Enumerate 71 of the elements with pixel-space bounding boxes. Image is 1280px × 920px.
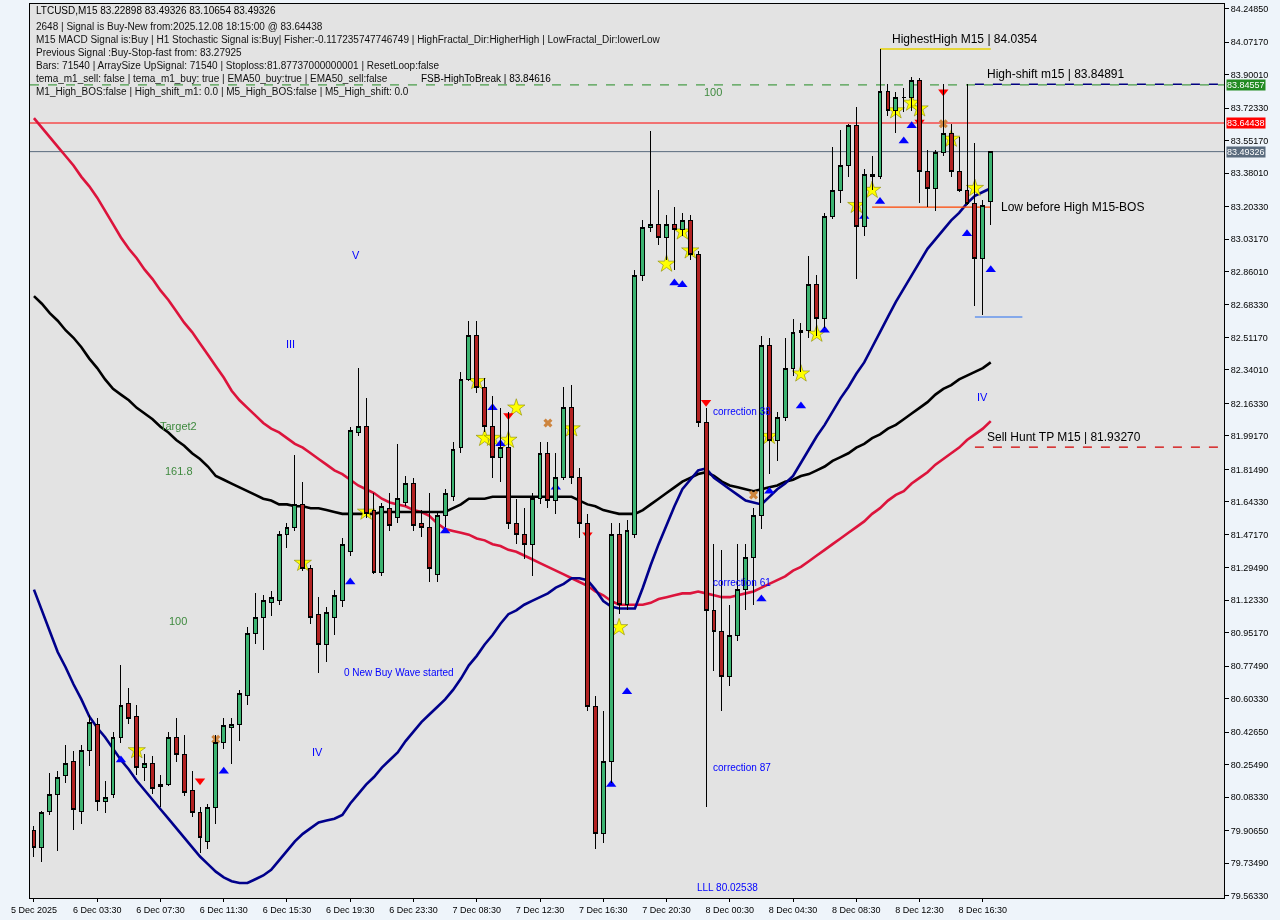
x-tick-label: 6 Dec 19:30 <box>325 904 375 915</box>
y-tick-label: 82.68330 <box>1230 300 1269 311</box>
annotation: M15 MACD Signal is:Buy | H1 Stochastic Signal is:Buy| Fisher:-0.117235747746749 | HighFractal_Dir:HigherHigh | LowFractal_Dir:lowerLow <box>36 34 661 45</box>
x-tick-label: 8 Dec 16:30 <box>958 904 1008 915</box>
annotation: 0 New Buy Wave started <box>344 667 454 678</box>
annotation: Target2 <box>160 420 197 432</box>
y-tick-label: 80.25490 <box>1230 759 1269 770</box>
ref-line-label: 83.49326 <box>1227 147 1265 157</box>
annotation: 100 <box>169 615 188 627</box>
y-tick-label: 84.07170 <box>1230 37 1269 48</box>
y-tick-label: 83.38010 <box>1230 168 1269 179</box>
y-tick-label: 82.34010 <box>1230 365 1269 376</box>
annotation: FSB-HighToBreak | 83.84616 <box>421 73 552 84</box>
annotation: M1_High_BOS:false | High_shift_m1: 0.0 | M5_High_BOS:false | M5_High_shift: 0.0 <box>36 86 409 97</box>
y-tick-label: 82.16330 <box>1230 398 1269 409</box>
y-tick-label: 80.95170 <box>1230 627 1269 638</box>
y-tick-label: 81.12330 <box>1230 595 1269 606</box>
ref-line-label: 83.84557 <box>1227 80 1265 90</box>
y-tick-label: 80.08330 <box>1230 792 1269 803</box>
x-tick-label: 6 Dec 15:30 <box>262 904 312 915</box>
y-tick-label: 81.64330 <box>1230 497 1269 508</box>
x-tick-label: 6 Dec 03:30 <box>72 904 122 915</box>
series-label: High-shift m15 | 83.84891 <box>987 67 1125 81</box>
y-tick-label: 79.56330 <box>1230 890 1269 901</box>
y-tick-label: 81.81490 <box>1230 464 1269 475</box>
y-tick-label: 81.47170 <box>1230 529 1269 540</box>
annotation: 100 <box>704 86 723 98</box>
x-tick-label: 8 Dec 08:30 <box>832 904 881 915</box>
x-tick-label: 7 Dec 08:30 <box>452 904 502 915</box>
x-tick-label: 8 Dec 12:30 <box>895 904 944 915</box>
annotation: tema_m1_sell: false | tema_m1_buy: true | EMA50_buy:true | EMA50_sell:false <box>36 73 388 84</box>
y-tick-label: 80.77490 <box>1230 661 1269 672</box>
y-tick-label: 83.55170 <box>1230 135 1269 146</box>
y-tick-label: 83.72330 <box>1230 103 1269 114</box>
annotation: III <box>286 338 296 350</box>
chart-title: LTCUSD,M15 83.22898 83.49326 83.10654 83.49326 <box>36 5 276 16</box>
x-tick-label: 5 Dec 2025 <box>10 904 57 915</box>
y-tick-label: 84.24850 <box>1230 3 1269 14</box>
annotation: 2648 | Signal is Buy-New from:2025.12.08 18:15:00 @ 83.64438 <box>36 21 323 32</box>
annotation: 161.8 <box>165 465 193 477</box>
annotation: IV <box>977 391 989 403</box>
x-tick-label: 7 Dec 20:30 <box>642 904 691 915</box>
y-tick-label: 79.73490 <box>1230 858 1269 869</box>
annotation: Bars: 71540 | ArraySize UpSignal: 71540 | Stoploss:81.87737000000001 | ResetLoop:false <box>36 60 440 71</box>
annotation: IV <box>312 746 324 758</box>
x-tick-label: 6 Dec 07:30 <box>136 904 185 915</box>
y-tick-label: 83.03170 <box>1230 234 1269 245</box>
y-tick-label: 81.99170 <box>1230 431 1269 442</box>
y-tick-label: 83.20330 <box>1230 201 1269 212</box>
x-tick-label: 7 Dec 12:30 <box>515 904 565 915</box>
x-tick-label: 6 Dec 11:30 <box>199 904 248 915</box>
x-tick-label: 6 Dec 23:30 <box>389 904 438 915</box>
x-tick-label: 8 Dec 00:30 <box>705 904 755 915</box>
y-tick-label: 83.90010 <box>1230 69 1269 80</box>
annotation: LLL 80.02538 <box>697 882 759 893</box>
annotation: correction 87 <box>713 762 772 773</box>
x-tick-label: 7 Dec 16:30 <box>579 904 628 915</box>
series-label: Sell Hunt TP M15 | 81.93270 <box>987 430 1141 444</box>
annotation: Previous Signal :Buy-Stop-fast from: 83.27925 <box>36 47 243 58</box>
y-tick-label: 82.51170 <box>1230 332 1268 343</box>
y-tick-label: 80.60330 <box>1230 693 1269 704</box>
series-label: HighestHigh M15 | 84.0354 <box>892 32 1038 46</box>
y-tick-label: 79.90650 <box>1230 825 1269 836</box>
annotation: correction 38 <box>713 406 772 417</box>
y-tick-label: 80.42650 <box>1230 727 1269 738</box>
series-label: Low before High M15-BOS <box>1001 200 1145 214</box>
ref-line-label: 83.64438 <box>1227 118 1265 128</box>
annotation: V <box>352 249 360 261</box>
y-tick-label: 81.29490 <box>1230 562 1269 573</box>
x-tick-label: 8 Dec 04:30 <box>768 904 818 915</box>
y-tick-label: 82.86010 <box>1230 266 1269 277</box>
